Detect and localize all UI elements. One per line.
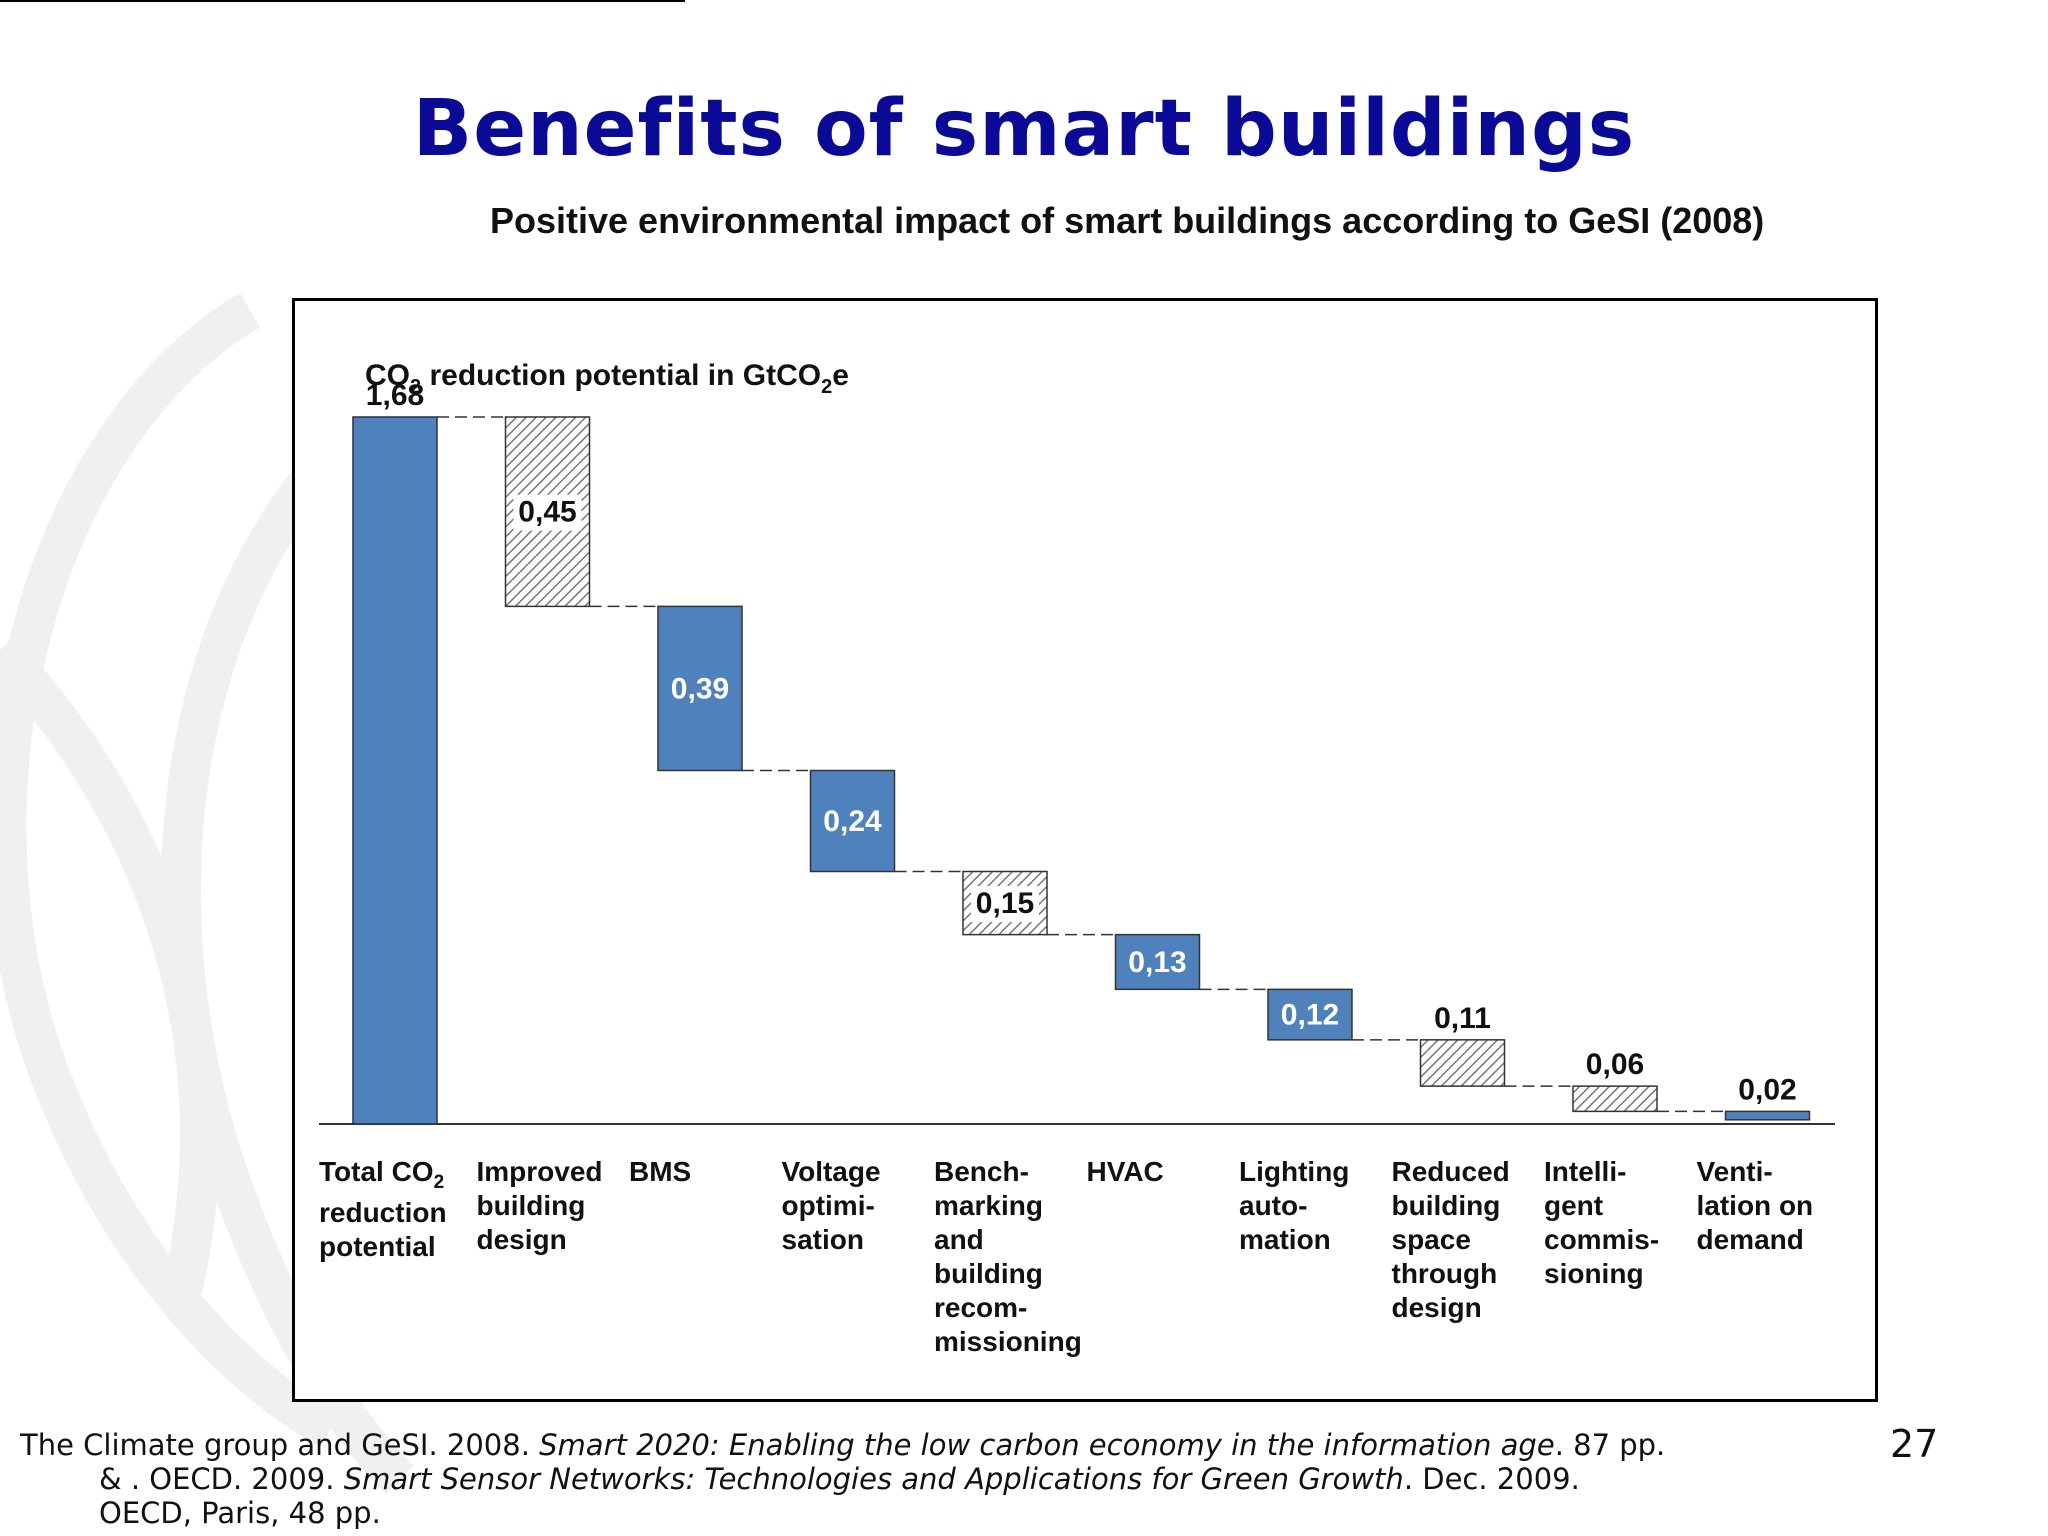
citation-3: OECD, Paris, 48 pp. bbox=[99, 1496, 381, 1530]
citation-1-text: The Climate group and GeSI. 2008. bbox=[20, 1428, 540, 1462]
data-label-8: 0,06 bbox=[1586, 1048, 1644, 1081]
data-label-7: 0,11 bbox=[1434, 1002, 1491, 1035]
chart-subtitle: Positive environmental impact of smart b… bbox=[490, 200, 1765, 241]
category-label-5: HVAC bbox=[1087, 1156, 1164, 1187]
y-axis-label-suffix: e bbox=[832, 359, 849, 392]
data-label-bg-1 bbox=[513, 494, 582, 531]
data-label-4: 0,15 bbox=[976, 887, 1034, 920]
data-label-6: 0,12 bbox=[1281, 999, 1339, 1032]
data-label-2: 0,39 bbox=[671, 672, 729, 705]
bar-step-7 bbox=[1419, 1039, 1506, 1087]
chart-frame: CO2 reduction potential in GtCO2e 1,68 To… bbox=[292, 298, 1878, 1402]
y-axis-label: CO2 reduction potential in GtCO2e bbox=[365, 359, 849, 398]
bar-step-6 bbox=[1267, 988, 1353, 1041]
waterfall-chart: CO2 reduction potential in GtCO2e 1,68To… bbox=[319, 359, 1835, 1357]
bar-total bbox=[352, 416, 438, 1125]
bar-step-3 bbox=[809, 769, 896, 873]
citation-2-text: & . OECD. 2009. bbox=[99, 1462, 344, 1496]
category-label-7: Reduced building space through design bbox=[1392, 1156, 1510, 1323]
data-label-bg-4 bbox=[971, 886, 1039, 923]
page-number: 27 bbox=[1890, 1422, 1939, 1466]
category-label-8: Intelli-gent commis-sioning bbox=[1544, 1156, 1659, 1289]
data-label-3: 0,24 bbox=[823, 805, 882, 838]
category-label-9: Venti-lation on demand bbox=[1697, 1156, 1814, 1255]
category-label-1: Improved building design bbox=[477, 1156, 603, 1255]
data-label-1: 0,45 bbox=[518, 496, 576, 529]
y-axis-label-prefix: CO bbox=[365, 359, 410, 392]
citation-1-title: Smart 2020: Enabling the low carbon econ… bbox=[539, 1428, 1555, 1462]
bar-step-2 bbox=[657, 605, 743, 772]
category-label-total: Total CO2 reduction potential bbox=[319, 1156, 447, 1262]
citation-1-pages: . 87 pp. bbox=[1554, 1428, 1666, 1462]
bar-step-5 bbox=[1114, 933, 1201, 991]
bar-step-9 bbox=[1724, 1110, 1811, 1121]
category-label-4: Bench-marking and building recom-missioning bbox=[934, 1156, 1082, 1357]
y-axis-label-sub2: 2 bbox=[821, 376, 832, 398]
category-label-2: BMS bbox=[629, 1156, 691, 1187]
bar-step-8 bbox=[1572, 1085, 1658, 1113]
slide-title: Benefits of smart buildings bbox=[412, 84, 1636, 174]
citation-2-title: Smart Sensor Networks: Technologies and … bbox=[343, 1462, 1404, 1496]
category-label-6: Lighting auto-mation bbox=[1239, 1156, 1349, 1255]
citation-2-date: . Dec. 2009. bbox=[1403, 1462, 1580, 1496]
top-rule bbox=[0, 0, 685, 2]
citation-2: & . OECD. 2009. Smart Sensor Networks: T… bbox=[20, 1462, 1880, 1496]
data-label-total: 1,68 bbox=[366, 379, 424, 412]
data-label-9: 0,02 bbox=[1738, 1073, 1796, 1106]
footer-citation: The Climate group and GeSI. 2008. Smart … bbox=[20, 1428, 1880, 1530]
y-axis-label-middle: reduction potential in GtCO bbox=[421, 359, 821, 392]
y-axis-label-sub1: 2 bbox=[410, 376, 421, 398]
data-label-5: 0,13 bbox=[1128, 946, 1186, 979]
category-label-3: Voltage optimi-sation bbox=[782, 1156, 881, 1255]
